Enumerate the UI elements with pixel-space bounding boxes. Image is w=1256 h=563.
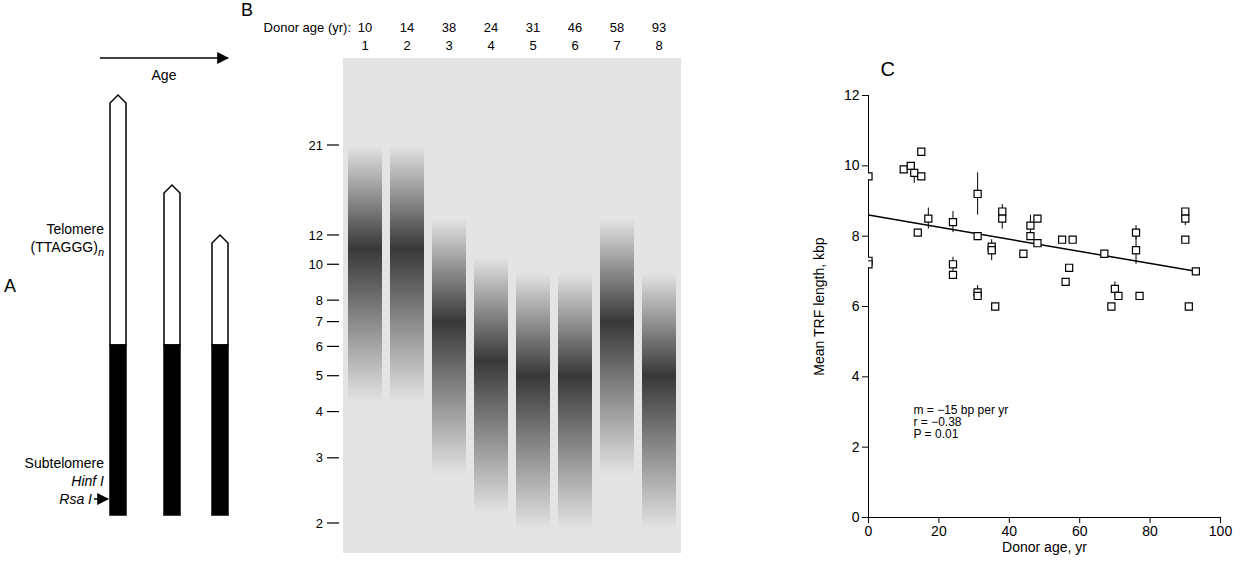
svg-text:12: 12: [844, 87, 860, 103]
svg-text:46: 46: [568, 20, 582, 35]
svg-text:Telomere: Telomere: [46, 221, 104, 237]
svg-text:1: 1: [361, 38, 368, 53]
svg-text:7: 7: [613, 38, 620, 53]
svg-text:5: 5: [316, 368, 323, 383]
svg-text:C: C: [881, 58, 895, 80]
svg-text:0: 0: [852, 509, 860, 525]
svg-text:100: 100: [1209, 523, 1233, 539]
svg-text:0: 0: [865, 523, 873, 539]
svg-text:3: 3: [445, 38, 452, 53]
svg-text:58: 58: [610, 20, 624, 35]
svg-text:7: 7: [316, 314, 323, 329]
svg-text:10: 10: [309, 257, 323, 272]
svg-text:Donor age, yr: Donor age, yr: [1002, 539, 1087, 555]
svg-text:14: 14: [400, 20, 414, 35]
svg-text:10: 10: [358, 20, 372, 35]
svg-text:8: 8: [852, 228, 860, 244]
svg-text:Donor age (yr):: Donor age (yr):: [264, 20, 351, 35]
svg-text:6: 6: [852, 298, 860, 314]
svg-text:2: 2: [403, 38, 410, 53]
svg-text:3: 3: [316, 450, 323, 465]
svg-text:31: 31: [526, 20, 540, 35]
svg-text:10: 10: [844, 157, 860, 173]
svg-text:8: 8: [655, 38, 662, 53]
svg-text:m = −15 bp per yrr = −0.38P =: m = −15 bp per yrr = −0.38P = 0.01: [914, 403, 1009, 441]
svg-text:A: A: [4, 276, 16, 296]
svg-text:6: 6: [316, 339, 323, 354]
svg-text:5: 5: [529, 38, 536, 53]
svg-text:60: 60: [1072, 523, 1088, 539]
svg-text:Mean TRF length, kbp: Mean TRF length, kbp: [811, 237, 827, 375]
svg-text:12: 12: [309, 228, 323, 243]
svg-text:93: 93: [652, 20, 666, 35]
svg-text:8: 8: [316, 293, 323, 308]
svg-text:6: 6: [571, 38, 578, 53]
svg-text:24: 24: [484, 20, 498, 35]
svg-text:80: 80: [1142, 523, 1158, 539]
svg-text:4: 4: [487, 38, 494, 53]
svg-text:Subtelomere: Subtelomere: [25, 455, 105, 471]
svg-text:Hinf I: Hinf I: [71, 473, 104, 489]
svg-text:21: 21: [309, 138, 323, 153]
svg-text:2: 2: [316, 516, 323, 531]
svg-text:Age: Age: [152, 67, 177, 83]
svg-text:4: 4: [316, 404, 323, 419]
svg-text:Rsa I: Rsa I: [59, 491, 92, 507]
svg-text:B: B: [241, 0, 253, 20]
svg-text:2: 2: [852, 439, 860, 455]
svg-text:40: 40: [1002, 523, 1018, 539]
svg-text:38: 38: [442, 20, 456, 35]
svg-text:20: 20: [931, 523, 947, 539]
svg-text:4: 4: [852, 368, 860, 384]
svg-text:(TTAGGG)n: (TTAGGG)n: [30, 239, 104, 258]
